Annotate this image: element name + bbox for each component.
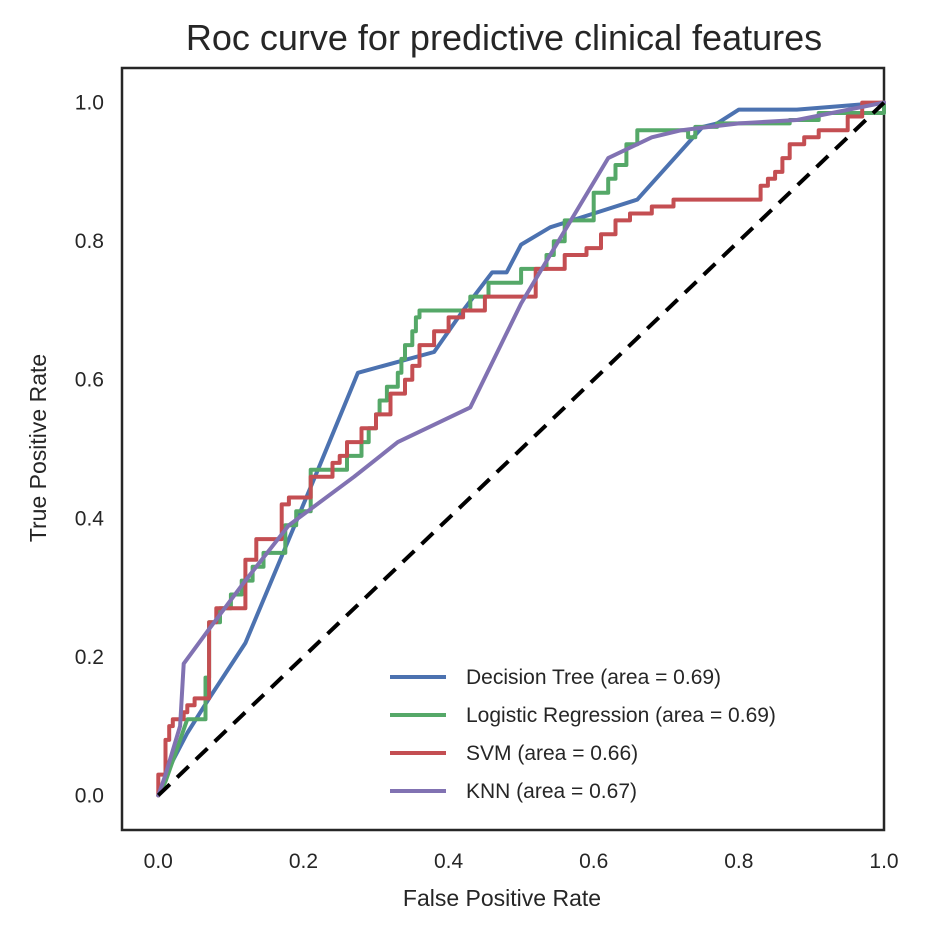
legend-entry: Logistic Regression (area = 0.69)	[466, 704, 776, 727]
x-tick-label: 0.8	[724, 850, 753, 873]
series-line-4	[156, 100, 886, 798]
y-axis-label: True Positive Rate	[25, 354, 51, 542]
y-tick-label: 0.2	[75, 646, 104, 669]
x-tick-label: 1.0	[869, 850, 898, 873]
legend-entry: SVM (area = 0.66)	[466, 742, 638, 765]
x-tick-label: 0.2	[289, 850, 318, 873]
legend: Decision Tree (area = 0.69) Logistic Regr…	[390, 666, 776, 803]
y-tick-label: 0.6	[75, 369, 104, 392]
chart-title: Roc curve for predictive clinical featur…	[186, 17, 822, 58]
x-axis-label: False Positive Rate	[403, 885, 601, 911]
y-tick-label: 0.8	[75, 230, 104, 253]
legend-entry: KNN (area = 0.67)	[466, 780, 637, 803]
y-tick-labels: 0.0 0.2 0.4 0.6 0.8 1.0	[75, 92, 105, 808]
x-tick-label: 0.0	[144, 850, 173, 873]
series-lines	[156, 100, 886, 798]
chance-diagonal-line	[156, 101, 886, 797]
y-tick-label: 0.4	[75, 507, 105, 530]
x-tick-label: 0.6	[579, 850, 608, 873]
y-tick-label: 1.0	[75, 92, 104, 115]
x-tick-label: 0.4	[434, 850, 464, 873]
series-line-3	[156, 100, 886, 798]
y-tick-label: 0.0	[75, 784, 104, 807]
plot-frame	[120, 66, 886, 832]
legend-entry: Decision Tree (area = 0.69)	[466, 666, 721, 689]
x-tick-labels: 0.0 0.2 0.4 0.6 0.8 1.0	[144, 850, 899, 873]
